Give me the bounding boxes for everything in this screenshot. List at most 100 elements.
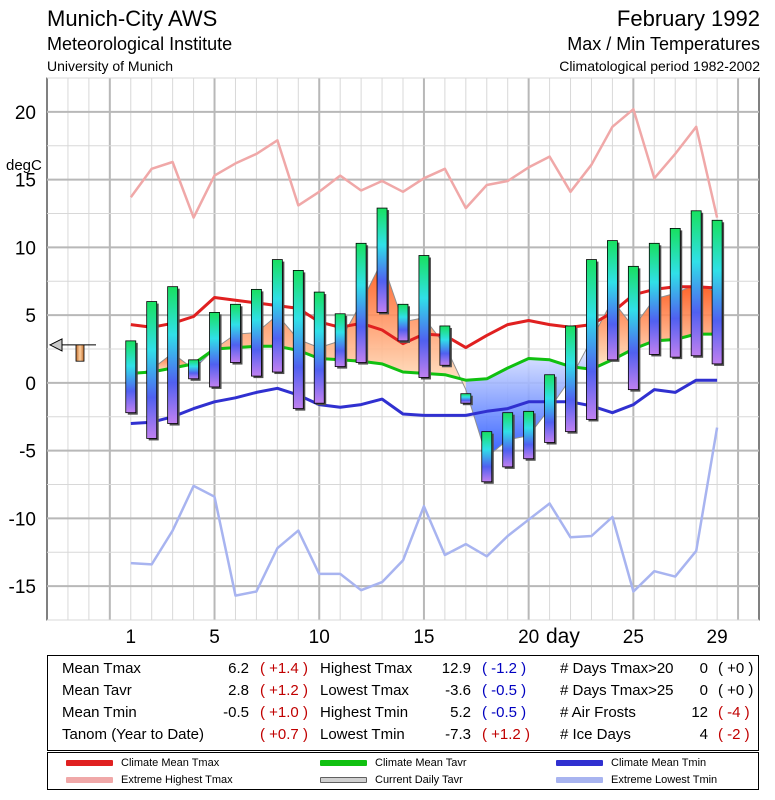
y-tick-label: 0 bbox=[25, 374, 36, 395]
stat-value: 2.8 bbox=[228, 682, 249, 699]
x-axis-label: day bbox=[546, 625, 580, 648]
daily-temp-bar bbox=[669, 228, 681, 358]
stat-anomaly: ( +1.4 ) bbox=[260, 660, 308, 677]
daily-temp-bar bbox=[565, 325, 576, 433]
legend-item: Climate Mean Tmax bbox=[66, 754, 219, 772]
stat-label: Lowest Tmin bbox=[320, 726, 405, 743]
daily-temp-bar bbox=[271, 259, 283, 373]
x-tick-label: 10 bbox=[309, 627, 330, 648]
daily-temp-bar bbox=[627, 265, 639, 391]
statistics-panel: Mean Tmax 6.2 ( +1.4 ) Mean Tavr 2.8 ( +1.2 )… bbox=[47, 655, 759, 751]
legend-label: Climate Mean Tmin bbox=[611, 757, 707, 769]
daily-temp-bar bbox=[334, 313, 346, 368]
legend-label: Climate Mean Tmax bbox=[121, 757, 220, 769]
stat-value: -7.3 bbox=[445, 726, 471, 743]
ytd-anomaly-marker bbox=[48, 338, 96, 362]
legend-swatch bbox=[556, 760, 603, 766]
daily-temp-bar bbox=[481, 431, 493, 483]
daily-temp-bar bbox=[376, 207, 388, 313]
station-name: Munich-City AWS bbox=[47, 6, 218, 31]
y-tick-label: -10 bbox=[9, 509, 36, 530]
daily-temp-bar bbox=[292, 270, 304, 410]
stat-label: Highest Tmax bbox=[320, 660, 413, 677]
legend-swatch bbox=[556, 777, 603, 783]
legend-label: Current Daily Tavr bbox=[375, 774, 463, 786]
cold-anomaly-area bbox=[465, 339, 592, 458]
daily-temp-bar bbox=[648, 242, 660, 355]
stat-value: 6.2 bbox=[228, 660, 249, 677]
stat-anomaly: ( -0.5 ) bbox=[482, 682, 527, 699]
stat-label: # Air Frosts bbox=[560, 704, 636, 721]
daily-temp-bar bbox=[313, 291, 325, 404]
daily-temp-bar bbox=[711, 219, 723, 365]
daily-temp-bar bbox=[523, 410, 535, 460]
legend-swatch bbox=[320, 760, 367, 766]
legend-label: Extreme Highest Tmax bbox=[121, 774, 233, 786]
stat-label: Lowest Tmax bbox=[320, 682, 409, 699]
daily-temp-bar bbox=[355, 242, 367, 363]
stat-value: 5.2 bbox=[450, 704, 471, 721]
daily-temp-bar bbox=[397, 303, 409, 342]
y-tick-label: 5 bbox=[25, 306, 36, 327]
ytd-anomaly-bar bbox=[75, 344, 85, 362]
stat-anomaly: ( -2 ) bbox=[718, 726, 750, 743]
stat-anomaly: ( +0 ) bbox=[718, 682, 754, 699]
daily-temp-bar bbox=[544, 374, 555, 443]
extreme-lowest-tmin-line bbox=[130, 427, 719, 597]
stat-label: # Ice Days bbox=[560, 726, 631, 743]
daily-temp-bar bbox=[586, 259, 597, 420]
y-tick-label: 15 bbox=[15, 171, 36, 192]
x-tick-label: 29 bbox=[707, 627, 728, 648]
y-axis-label: degC bbox=[6, 157, 42, 174]
daily-temp-bar bbox=[146, 301, 158, 439]
warm-anomaly-area bbox=[214, 260, 466, 390]
ytd-arrow-icon bbox=[48, 338, 63, 352]
legend-swatch bbox=[320, 777, 367, 783]
stat-value: -0.5 bbox=[223, 704, 249, 721]
x-tick-labels: 1 5 10 15 20 25 29 bbox=[125, 627, 727, 648]
extreme-highest-tmax-line bbox=[129, 107, 719, 219]
daily-temp-bar bbox=[167, 286, 179, 424]
chart-subtitle: Max / Min Temperatures bbox=[567, 34, 760, 54]
climatological-period: Climatological period 1982-2002 bbox=[559, 58, 760, 74]
legend-item: Extreme Highest Tmax bbox=[66, 771, 233, 789]
legend-swatch bbox=[66, 760, 113, 766]
chart-legend: Climate Mean Tmax Climate Mean Tavr Climat… bbox=[47, 752, 759, 790]
stat-label: Tanom (Year to Date) bbox=[62, 726, 205, 743]
daily-temp-bar bbox=[460, 393, 472, 404]
legend-item: Climate Mean Tmin bbox=[556, 754, 706, 772]
stat-label: Mean Tmax bbox=[62, 660, 141, 677]
stat-anomaly: ( +1.0 ) bbox=[260, 704, 308, 721]
daily-temp-bar bbox=[607, 240, 618, 361]
legend-item: Current Daily Tavr bbox=[320, 771, 463, 789]
stat-anomaly: ( +0 ) bbox=[718, 660, 754, 677]
x-tick-label: 15 bbox=[413, 627, 434, 648]
stat-value: 12.9 bbox=[441, 660, 471, 677]
y-tick-label: 20 bbox=[15, 103, 36, 124]
x-tick-label: 20 bbox=[518, 627, 539, 648]
daily-temp-bar bbox=[251, 288, 262, 377]
stat-value: -3.6 bbox=[445, 682, 471, 699]
stat-label: Mean Tmin bbox=[62, 704, 137, 721]
stat-value: 0 bbox=[699, 660, 708, 677]
stat-value: 4 bbox=[699, 726, 708, 743]
daily-temp-bar bbox=[209, 312, 220, 388]
stat-label: Highest Tmin bbox=[320, 704, 409, 721]
daily-temp-bar bbox=[125, 340, 137, 414]
stat-anomaly: ( +1.2 ) bbox=[260, 682, 308, 699]
university-name: University of Munich bbox=[47, 58, 174, 74]
institute-name: Meteorological Institute bbox=[47, 34, 233, 54]
daily-temp-bar bbox=[690, 210, 702, 357]
stat-anomaly: ( -0.5 ) bbox=[482, 704, 527, 721]
daily-temp-bar bbox=[230, 303, 241, 363]
stat-anomaly: ( +1.2 ) bbox=[482, 726, 530, 743]
legend-item: Extreme Lowest Tmin bbox=[556, 771, 717, 789]
y-tick-label: -5 bbox=[19, 442, 36, 463]
legend-label: Climate Mean Tavr bbox=[375, 757, 467, 769]
y-tick-label: 10 bbox=[15, 238, 36, 259]
stat-anomaly: ( +0.7 ) bbox=[260, 726, 308, 743]
legend-swatch bbox=[66, 777, 113, 783]
stat-value: 0 bbox=[699, 682, 708, 699]
daily-temp-bar bbox=[418, 255, 430, 378]
